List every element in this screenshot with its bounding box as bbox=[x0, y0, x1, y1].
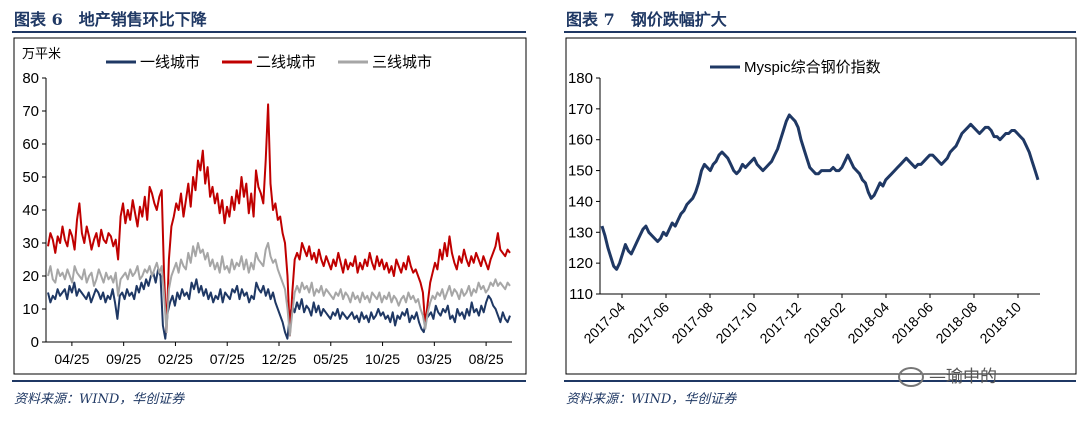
x-tick-label: 08/25 bbox=[469, 351, 504, 367]
steel-price-chart: 1101201301401501601701802017-042017-0620… bbox=[565, 37, 1077, 375]
x-tick-label: 2018-06 bbox=[888, 299, 936, 347]
y-tick-label: 180 bbox=[568, 70, 593, 87]
wechat-icon bbox=[898, 367, 924, 387]
x-tick-label: 10/25 bbox=[365, 351, 400, 367]
x-tick-label: 2017-04 bbox=[580, 299, 628, 347]
series-line-2 bbox=[47, 103, 511, 337]
source-rule bbox=[12, 380, 526, 382]
x-tick-label: 02/25 bbox=[158, 351, 193, 367]
legend-label: 三线城市 bbox=[372, 54, 432, 71]
source-note: 资料来源：WIND，华创证券 bbox=[566, 392, 737, 407]
y-tick-label: 50 bbox=[22, 169, 39, 186]
x-tick-label: 2017-12 bbox=[756, 299, 804, 347]
y-tick-label: 160 bbox=[568, 132, 593, 149]
y-tick-label: 20 bbox=[22, 268, 39, 285]
title-rule bbox=[12, 31, 526, 33]
figure-title: 图表 7 钢价跌幅扩大 bbox=[566, 10, 727, 29]
y-tick-label: 10 bbox=[22, 301, 39, 318]
y-tick-label: 120 bbox=[568, 255, 593, 272]
x-tick-label: 2017-06 bbox=[624, 299, 672, 347]
y-tick-label: 110 bbox=[569, 286, 593, 303]
plot-frame bbox=[565, 37, 1077, 375]
y-axis-unit: 万平米 bbox=[22, 46, 61, 61]
x-tick-label: 05/25 bbox=[313, 351, 348, 367]
x-tick-label: 09/25 bbox=[106, 351, 141, 367]
y-tick-label: 130 bbox=[568, 224, 593, 241]
figure-6: 图表 6 地产销售环比下降 0 10 20 30 40 50 60 70 80 04/25 09/2… bbox=[0, 0, 530, 424]
x-tick-label: 07/25 bbox=[210, 351, 245, 367]
series-line-1 bbox=[600, 113, 1040, 271]
figure-7: 图表 7 钢价跌幅扩大 110 120 130 140 150 160 170 180 2017… bbox=[552, 0, 1080, 424]
source-note: 资料来源：WIND，华创证券 bbox=[14, 392, 185, 407]
y-tick-label: 0 bbox=[31, 334, 39, 351]
x-tick-label: 03/25 bbox=[417, 351, 452, 367]
series-line-1 bbox=[47, 268, 511, 340]
legend-label: Myspic综合钢价指数 bbox=[744, 59, 881, 76]
y-tick-label: 170 bbox=[568, 101, 593, 118]
y-tick-label: 60 bbox=[22, 136, 39, 153]
y-tick-label: 40 bbox=[22, 202, 39, 219]
legend-label: 一线城市 bbox=[140, 54, 200, 71]
figure-title: 图表 6 地产销售环比下降 bbox=[14, 10, 207, 29]
title-rule bbox=[564, 31, 1076, 33]
legend-label: 二线城市 bbox=[256, 54, 316, 71]
y-tick-label: 140 bbox=[568, 193, 593, 210]
series-line-3 bbox=[47, 242, 511, 337]
x-tick-label: 12/25 bbox=[261, 351, 296, 367]
x-tick-label: 2017-10 bbox=[712, 299, 760, 347]
plot-frame bbox=[13, 37, 527, 375]
x-tick-label: 04/25 bbox=[54, 351, 89, 367]
y-tick-label: 80 bbox=[22, 70, 39, 87]
x-tick-label: 2018-08 bbox=[932, 299, 980, 347]
x-tick-label: 2018-02 bbox=[800, 299, 848, 347]
x-tick-label: 2018-04 bbox=[844, 299, 892, 347]
y-tick-label: 150 bbox=[568, 163, 593, 180]
y-tick-label: 70 bbox=[22, 103, 39, 120]
x-tick-label: 2017-08 bbox=[668, 299, 716, 347]
source-rule bbox=[564, 380, 1076, 382]
wechat-watermark: —瑜中的 bbox=[898, 362, 997, 387]
x-tick-label: 2018-10 bbox=[976, 299, 1024, 347]
watermark-text: —瑜中的 bbox=[929, 367, 997, 387]
city-sales-chart: 0 10 20 30 40 50 60 70 80 04/25 09/25 02/25 07/25 12/… bbox=[13, 37, 527, 375]
y-tick-label: 30 bbox=[22, 235, 39, 252]
